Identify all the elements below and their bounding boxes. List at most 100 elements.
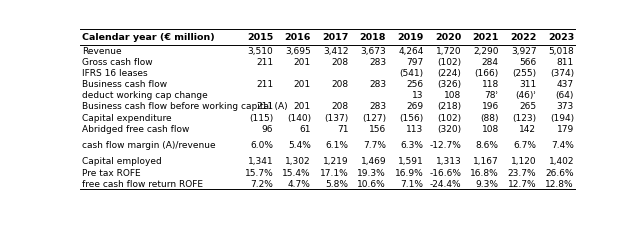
Text: 311: 311 <box>519 80 536 89</box>
Text: 283: 283 <box>369 58 386 67</box>
Text: (166): (166) <box>475 69 499 78</box>
Text: (46)ʾ: (46)ʾ <box>515 91 536 100</box>
Text: 201: 201 <box>294 102 311 111</box>
Text: (102): (102) <box>437 58 461 67</box>
Text: IFRS 16 leases: IFRS 16 leases <box>82 69 148 78</box>
Text: 7.7%: 7.7% <box>363 140 386 149</box>
Text: Abridged free cash flow: Abridged free cash flow <box>82 124 189 133</box>
Text: 2015: 2015 <box>247 33 273 42</box>
Text: 437: 437 <box>557 80 574 89</box>
Text: 61: 61 <box>300 124 311 133</box>
Text: Business cash flow before working capital (A): Business cash flow before working capita… <box>82 102 287 111</box>
Text: (127): (127) <box>362 113 386 122</box>
Text: 7.2%: 7.2% <box>250 179 273 188</box>
Text: 13: 13 <box>412 91 424 100</box>
Text: 108: 108 <box>481 124 499 133</box>
Text: 1,591: 1,591 <box>398 157 424 166</box>
Text: (88): (88) <box>481 113 499 122</box>
Text: 265: 265 <box>519 102 536 111</box>
Text: 3,412: 3,412 <box>323 47 349 56</box>
Text: 17.1%: 17.1% <box>320 168 349 177</box>
Text: Pre tax ROFE: Pre tax ROFE <box>82 168 141 177</box>
Text: (326): (326) <box>437 80 461 89</box>
Text: Business cash flow: Business cash flow <box>82 80 167 89</box>
Text: 3,927: 3,927 <box>511 47 536 56</box>
Text: 2016: 2016 <box>285 33 311 42</box>
Text: 26.6%: 26.6% <box>545 168 574 177</box>
Text: 6.1%: 6.1% <box>326 140 349 149</box>
Text: (218): (218) <box>437 102 461 111</box>
Text: 5.8%: 5.8% <box>326 179 349 188</box>
Text: 201: 201 <box>294 58 311 67</box>
Text: 373: 373 <box>557 102 574 111</box>
Text: 7.1%: 7.1% <box>401 179 424 188</box>
Text: 1,302: 1,302 <box>285 157 311 166</box>
Text: 16.9%: 16.9% <box>395 168 424 177</box>
Text: 211: 211 <box>256 102 273 111</box>
Text: 1,313: 1,313 <box>435 157 461 166</box>
Text: 2020: 2020 <box>435 33 461 42</box>
Text: -16.6%: -16.6% <box>429 168 461 177</box>
Text: 9.3%: 9.3% <box>476 179 499 188</box>
Text: 2,290: 2,290 <box>474 47 499 56</box>
Text: (156): (156) <box>399 113 424 122</box>
Text: Gross cash flow: Gross cash flow <box>82 58 152 67</box>
Text: 4,264: 4,264 <box>398 47 424 56</box>
Text: Calendar year (€ million): Calendar year (€ million) <box>82 33 215 42</box>
Text: 15.7%: 15.7% <box>244 168 273 177</box>
Text: 211: 211 <box>256 80 273 89</box>
Text: 3,695: 3,695 <box>285 47 311 56</box>
Text: 1,720: 1,720 <box>436 47 461 56</box>
Text: 1,469: 1,469 <box>360 157 386 166</box>
Text: 256: 256 <box>406 80 424 89</box>
Text: 566: 566 <box>519 58 536 67</box>
Text: (541): (541) <box>399 69 424 78</box>
Text: 211: 211 <box>256 58 273 67</box>
Text: 1,167: 1,167 <box>473 157 499 166</box>
Text: (115): (115) <box>249 113 273 122</box>
Text: 8.6%: 8.6% <box>476 140 499 149</box>
Text: 7.4%: 7.4% <box>551 140 574 149</box>
Text: 19.3%: 19.3% <box>357 168 386 177</box>
Text: 1,341: 1,341 <box>248 157 273 166</box>
Text: 1,219: 1,219 <box>323 157 349 166</box>
Text: deduct working cap change: deduct working cap change <box>82 91 208 100</box>
Text: 113: 113 <box>406 124 424 133</box>
Text: 283: 283 <box>369 80 386 89</box>
Text: (140): (140) <box>287 113 311 122</box>
Text: Capital expenditure: Capital expenditure <box>82 113 172 122</box>
Text: 179: 179 <box>557 124 574 133</box>
Text: 12.7%: 12.7% <box>508 179 536 188</box>
Text: 6.3%: 6.3% <box>401 140 424 149</box>
Text: 5,018: 5,018 <box>548 47 574 56</box>
Text: (374): (374) <box>550 69 574 78</box>
Text: 6.7%: 6.7% <box>513 140 536 149</box>
Text: 208: 208 <box>332 58 349 67</box>
Text: 2019: 2019 <box>397 33 424 42</box>
Text: Capital employed: Capital employed <box>82 157 162 166</box>
Text: 201: 201 <box>294 80 311 89</box>
Text: 96: 96 <box>262 124 273 133</box>
Text: 142: 142 <box>520 124 536 133</box>
Text: 2023: 2023 <box>548 33 574 42</box>
Text: 3,510: 3,510 <box>248 47 273 56</box>
Text: (320): (320) <box>437 124 461 133</box>
Text: -12.7%: -12.7% <box>429 140 461 149</box>
Text: -24.4%: -24.4% <box>429 179 461 188</box>
Text: 10.6%: 10.6% <box>357 179 386 188</box>
Text: (137): (137) <box>324 113 349 122</box>
Text: 23.7%: 23.7% <box>508 168 536 177</box>
Text: 78ʾ: 78ʾ <box>484 91 499 100</box>
Text: Revenue: Revenue <box>82 47 122 56</box>
Text: 2022: 2022 <box>510 33 536 42</box>
Text: 208: 208 <box>332 102 349 111</box>
Text: 16.8%: 16.8% <box>470 168 499 177</box>
Text: (224): (224) <box>437 69 461 78</box>
Text: 6.0%: 6.0% <box>250 140 273 149</box>
Text: 15.4%: 15.4% <box>282 168 311 177</box>
Text: (255): (255) <box>512 69 536 78</box>
Text: 208: 208 <box>332 80 349 89</box>
Text: cash flow margin (A)/revenue: cash flow margin (A)/revenue <box>82 140 216 149</box>
Text: (194): (194) <box>550 113 574 122</box>
Text: (123): (123) <box>512 113 536 122</box>
